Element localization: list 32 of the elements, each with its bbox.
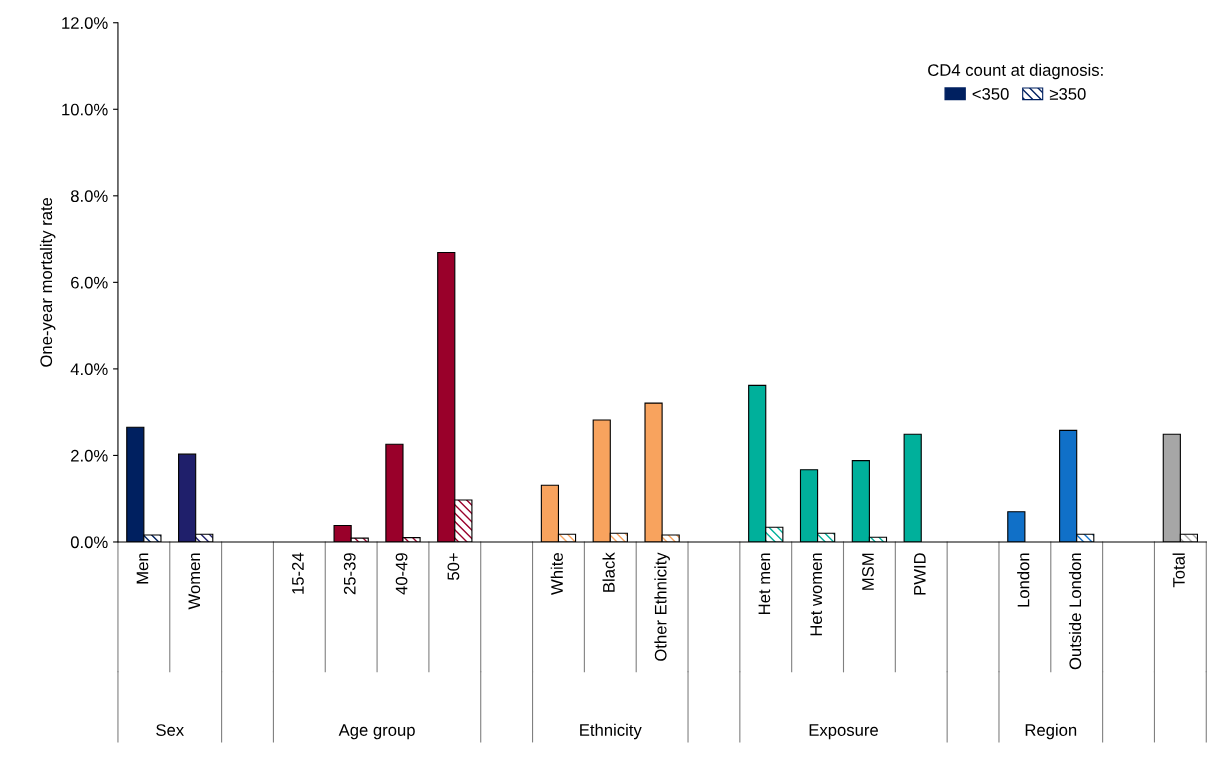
legend-title: CD4 count at diagnosis: (928, 63, 1103, 80)
x-tick-label: Outside London (1068, 553, 1082, 670)
y-axis-title: One-year mortality rate (39, 197, 56, 367)
y-tick-label: 12.0% (62, 17, 108, 29)
x-tick-label: 50+ (447, 553, 460, 580)
y-tick-label: 2.0% (71, 449, 108, 462)
x-tick-label: Other Ethnicity (654, 552, 670, 661)
y-tick-label: 0.0% (70, 536, 108, 549)
x-tick-label: Women (188, 553, 201, 610)
x-tick-label: MSM (862, 553, 874, 590)
text: Ethnicity (580, 723, 642, 740)
x-tick-label: 15-24 (292, 552, 304, 594)
y-tick-label: 8.0% (70, 190, 108, 203)
y-tick-label: 10.0% (62, 103, 108, 116)
x-tick-label: Total (1172, 553, 1185, 588)
x-tick-label: London (1017, 553, 1030, 607)
y-tick-label: 6.0% (71, 276, 108, 289)
x-tick-label: PWID (914, 553, 926, 595)
text: Age group (338, 724, 415, 740)
x-tick-label: 25-39 (343, 553, 356, 595)
y-tick-label: 4.0% (70, 363, 108, 376)
x-tick-label: White (550, 553, 563, 595)
text: Region (1025, 723, 1077, 740)
x-tick-label: Black (602, 552, 615, 592)
legend-label: <350 (972, 88, 1009, 100)
x-tick-label: Men (136, 553, 149, 584)
text: Exposure (809, 724, 878, 740)
x-tick-label: Het men (758, 553, 771, 614)
text: Sex (156, 724, 184, 736)
x-tick-label: Het women (810, 553, 823, 636)
legend-label: ≥350 (1049, 88, 1086, 100)
x-tick-label: 40-49 (395, 553, 408, 595)
